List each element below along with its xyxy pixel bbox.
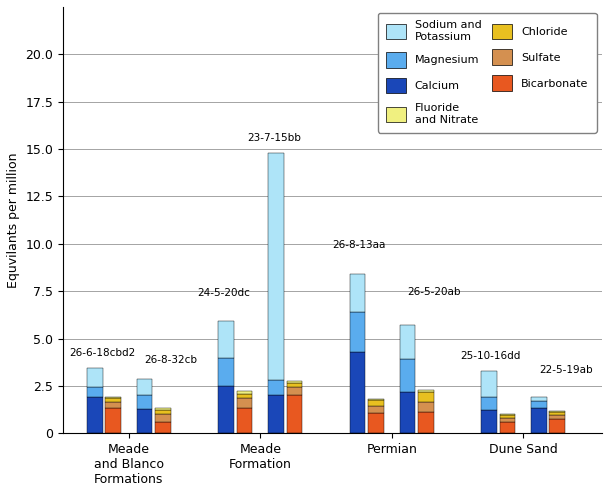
Text: 23-7-15bb: 23-7-15bb: [247, 134, 301, 143]
Bar: [86, 387, 102, 397]
Bar: [136, 379, 152, 395]
Bar: [368, 414, 384, 433]
Text: 26-5-20ab: 26-5-20ab: [407, 287, 461, 297]
Text: 24-5-20dc: 24-5-20dc: [197, 288, 250, 298]
Bar: [218, 320, 234, 358]
Bar: [237, 391, 252, 393]
Bar: [499, 414, 515, 415]
Y-axis label: Equvilants per million: Equvilants per million: [7, 152, 20, 288]
Bar: [400, 359, 415, 391]
Bar: [481, 397, 497, 410]
Bar: [418, 413, 434, 433]
Bar: [86, 368, 102, 387]
Bar: [287, 383, 302, 387]
Bar: [531, 401, 547, 408]
Bar: [350, 312, 365, 352]
Bar: [155, 415, 171, 422]
Bar: [105, 397, 121, 398]
Text: 26-6-18cbd2: 26-6-18cbd2: [69, 349, 136, 358]
Bar: [400, 325, 415, 359]
Bar: [155, 422, 171, 433]
Bar: [105, 398, 121, 402]
Bar: [268, 380, 284, 395]
Bar: [350, 274, 365, 312]
Bar: [350, 352, 365, 433]
Bar: [418, 390, 434, 391]
Bar: [105, 402, 121, 408]
Bar: [86, 397, 102, 433]
Bar: [549, 411, 565, 412]
Text: 25-10-16dd: 25-10-16dd: [460, 352, 521, 361]
Bar: [400, 391, 415, 433]
Bar: [549, 415, 565, 419]
Bar: [268, 153, 284, 380]
Bar: [368, 406, 384, 414]
Bar: [481, 410, 497, 433]
Bar: [499, 418, 515, 422]
Bar: [481, 371, 497, 397]
Bar: [237, 393, 252, 398]
Bar: [237, 398, 252, 408]
Bar: [155, 410, 171, 415]
Bar: [531, 397, 547, 401]
Bar: [549, 419, 565, 433]
Text: 26-8-32cb: 26-8-32cb: [144, 355, 197, 365]
Bar: [155, 408, 171, 410]
Bar: [549, 412, 565, 415]
Bar: [499, 422, 515, 433]
Text: 26-8-13aa: 26-8-13aa: [333, 241, 386, 250]
Bar: [136, 395, 152, 409]
Bar: [418, 391, 434, 402]
Bar: [287, 387, 302, 395]
Bar: [287, 381, 302, 383]
Bar: [368, 399, 384, 400]
Text: 22-5-19ab: 22-5-19ab: [539, 365, 593, 375]
Bar: [218, 386, 234, 433]
Bar: [237, 408, 252, 433]
Bar: [287, 395, 302, 433]
Bar: [499, 415, 515, 418]
Legend: Sodium and
Potassium, Magnesium, Calcium, Fluoride
and Nitrate, Chloride, Sulfat: Sodium and Potassium, Magnesium, Calcium…: [378, 12, 596, 133]
Bar: [531, 408, 547, 433]
Bar: [368, 400, 384, 406]
Bar: [418, 402, 434, 413]
Bar: [105, 408, 121, 433]
Bar: [268, 395, 284, 433]
Bar: [136, 409, 152, 433]
Bar: [218, 358, 234, 386]
